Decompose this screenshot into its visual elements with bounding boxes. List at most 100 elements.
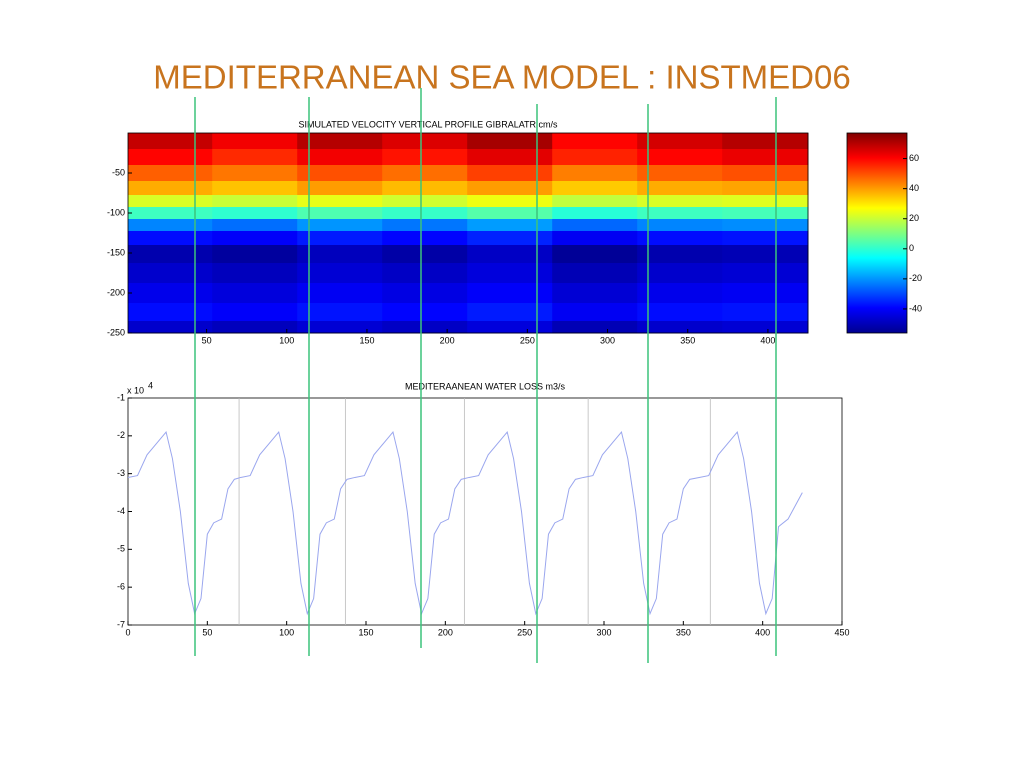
heat-cell [297,303,383,322]
x-tick-label: 50 [202,335,212,345]
y-offset-exponent: 4 [148,380,153,390]
heat-cell [467,231,553,246]
heat-cell [128,231,213,246]
heat-cell [467,219,553,232]
heat-cell [128,245,213,264]
heat-cell [637,231,723,246]
colorbar-tick-label: 40 [909,183,919,193]
heat-cell [297,181,383,196]
heat-cell [212,207,298,220]
heat-cell [382,321,468,334]
y-tick-label: -200 [107,287,125,297]
colorbar-tick-label: -40 [909,303,922,313]
heat-cell [212,245,298,264]
heat-cell [637,195,723,208]
plot-frame [127,132,809,334]
heat-cell [552,245,638,264]
heat-cell [552,149,638,166]
heat-cell [637,245,723,264]
heat-cell [467,263,553,284]
heat-cell [382,219,468,232]
x-tick-label: 350 [676,627,691,637]
heat-cell [467,303,553,322]
colorbar-tick-label: 0 [909,243,914,253]
heat-cell [637,165,723,182]
heat-cell [722,283,809,304]
heat-cell [552,207,638,220]
heat-cell [128,219,213,232]
heat-cell [637,321,723,334]
heat-cell [382,133,468,150]
heat-cell [552,283,638,304]
heat-cell [467,207,553,220]
heat-cell [467,133,553,150]
x-tick-label: 300 [596,627,611,637]
heat-cell [552,263,638,284]
y-tick-label: -100 [107,207,125,217]
heat-cell [297,321,383,334]
y-tick-label: -50 [112,167,125,177]
heat-cell [467,195,553,208]
heat-cell [722,219,809,232]
heat-cell [637,149,723,166]
heat-cell [382,283,468,304]
x-tick-label: 200 [438,627,453,637]
heat-cell [297,165,383,182]
heat-cell [382,303,468,322]
heat-cell [297,283,383,304]
x-tick-label: 450 [834,627,849,637]
heat-cell [637,283,723,304]
y-tick-label: -250 [107,327,125,337]
heat-cell [297,219,383,232]
x-tick-label: 250 [517,627,532,637]
x-tick-label: 100 [279,627,294,637]
heat-cell [128,321,213,334]
y-tick-label: -2 [117,430,125,440]
heat-cell [297,245,383,264]
colorbar-tick-label: 20 [909,213,919,223]
heat-cell [467,165,553,182]
heat-cell [552,195,638,208]
heat-cell [128,195,213,208]
heat-cell [212,181,298,196]
heat-cell [212,231,298,246]
heat-cell [637,219,723,232]
heat-cell [722,181,809,196]
y-tick-label: -3 [117,468,125,478]
heat-cell [637,263,723,284]
heat-cell [382,245,468,264]
heat-cell [722,321,809,334]
heat-cell [722,195,809,208]
heat-cell [212,283,298,304]
heat-cell [382,165,468,182]
heat-cell [552,219,638,232]
heat-cell [128,133,213,150]
slide-title: MEDITERRANEAN SEA MODEL : INSTMED06 [153,59,850,96]
y-tick-label: -1 [117,392,125,402]
heat-cell [382,207,468,220]
heat-cell [467,321,553,334]
colorbar [846,132,908,334]
x-tick-label: 250 [520,335,535,345]
x-tick-label: 200 [440,335,455,345]
x-tick-label: 400 [760,335,775,345]
chart-title: SIMULATED VELOCITY VERTICAL PROFILE GIBR… [298,119,558,129]
heat-cell [722,165,809,182]
heat-cell [212,195,298,208]
guide-lines [194,88,777,663]
heat-cell [212,149,298,166]
heat-cell [212,165,298,182]
y-tick-label: -6 [117,582,125,592]
heat-cell [552,231,638,246]
x-tick-label: 350 [680,335,695,345]
heat-cell [637,133,723,150]
y-tick-label: -150 [107,247,125,257]
x-tick-label: 0 [125,627,130,637]
heat-cell [467,149,553,166]
heat-cell [552,165,638,182]
heat-cell [297,231,383,246]
data-line [127,430,803,616]
heat-cell [382,231,468,246]
heat-cell [722,207,809,220]
